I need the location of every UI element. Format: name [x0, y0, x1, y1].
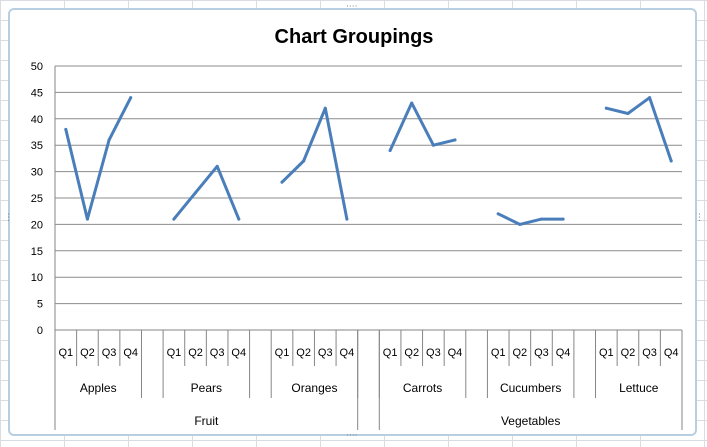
data-point	[431, 143, 435, 147]
data-point	[388, 148, 392, 152]
data-point	[453, 138, 457, 142]
data-point	[172, 217, 176, 221]
data-point	[539, 217, 543, 221]
data-point	[107, 138, 111, 142]
x-tick-label: Q4	[231, 347, 246, 359]
y-tick-label: 5	[37, 299, 43, 311]
y-tick-label: 10	[31, 272, 43, 284]
x-tick-label: Q1	[167, 347, 182, 359]
x-tick-label: Q2	[404, 347, 419, 359]
data-point	[410, 101, 414, 105]
y-tick-label: 45	[31, 87, 43, 99]
category-label-apples: Apples	[80, 381, 117, 395]
series-line-cucumbers	[496, 212, 565, 226]
category-label-cucumbers: Cucumbers	[500, 381, 561, 395]
x-tick-label: Q3	[210, 347, 225, 359]
data-point	[64, 127, 68, 131]
data-point	[194, 191, 198, 195]
x-tick-label: Q3	[642, 347, 657, 359]
data-point	[85, 217, 89, 221]
y-tick-label: 40	[31, 114, 43, 126]
resize-handle-right[interactable]: ⋮	[695, 213, 704, 223]
data-point	[669, 159, 673, 163]
y-tick-label: 20	[31, 219, 43, 231]
y-tick-label: 0	[37, 325, 43, 337]
y-tick-label: 15	[31, 246, 43, 258]
chart-title: Chart Groupings	[275, 26, 434, 48]
x-tick-label: Q1	[491, 347, 506, 359]
x-tick-label: Q1	[599, 347, 614, 359]
category-label-lettuce: Lettuce	[619, 381, 659, 395]
resize-handle-bottom[interactable]: ····	[346, 431, 358, 441]
chart-frame[interactable]	[8, 8, 697, 436]
x-tick-label: Q2	[296, 347, 311, 359]
data-point	[345, 217, 349, 221]
x-tick-label: Q4	[340, 347, 355, 359]
data-point	[561, 217, 565, 221]
series-line-apples	[64, 96, 133, 221]
data-point	[129, 96, 133, 100]
category-label-carrots: Carrots	[403, 381, 442, 395]
data-point	[648, 96, 652, 100]
series-line-lettuce	[604, 96, 673, 163]
y-tick-label: 50	[31, 61, 43, 73]
resize-handle-top[interactable]: ····	[346, 2, 358, 12]
x-tick-label: Q4	[556, 347, 571, 359]
data-point	[237, 217, 241, 221]
x-tick-label: Q2	[621, 347, 636, 359]
group-label-fruit: Fruit	[194, 414, 219, 428]
data-point	[323, 106, 327, 110]
data-point	[518, 222, 522, 226]
series-line-oranges	[280, 106, 349, 221]
category-label-oranges: Oranges	[291, 381, 337, 395]
x-tick-label: Q2	[80, 347, 95, 359]
x-tick-label: Q4	[123, 347, 138, 359]
series-line-carrots	[388, 101, 457, 152]
x-tick-label: Q3	[426, 347, 441, 359]
x-tick-label: Q2	[188, 347, 203, 359]
group-label-vegetables: Vegetables	[501, 414, 560, 428]
x-tick-label: Q3	[318, 347, 333, 359]
series-line-pears	[172, 164, 241, 221]
y-tick-label: 25	[31, 193, 43, 205]
category-label-pears: Pears	[191, 381, 222, 395]
x-tick-label: Q2	[513, 347, 528, 359]
x-tick-label: Q4	[448, 347, 463, 359]
x-tick-label: Q1	[58, 347, 73, 359]
x-tick-label: Q1	[383, 347, 398, 359]
data-point	[215, 164, 219, 168]
data-point	[302, 159, 306, 163]
x-tick-label: Q3	[534, 347, 549, 359]
data-point	[626, 112, 630, 116]
resize-handle-left[interactable]: ⋮	[4, 213, 13, 223]
x-tick-label: Q1	[275, 347, 290, 359]
y-tick-label: 35	[31, 140, 43, 152]
x-tick-label: Q4	[664, 347, 679, 359]
data-point	[280, 180, 284, 184]
data-point	[604, 106, 608, 110]
x-tick-label: Q3	[102, 347, 117, 359]
data-point	[496, 212, 500, 216]
y-tick-label: 30	[31, 167, 43, 179]
